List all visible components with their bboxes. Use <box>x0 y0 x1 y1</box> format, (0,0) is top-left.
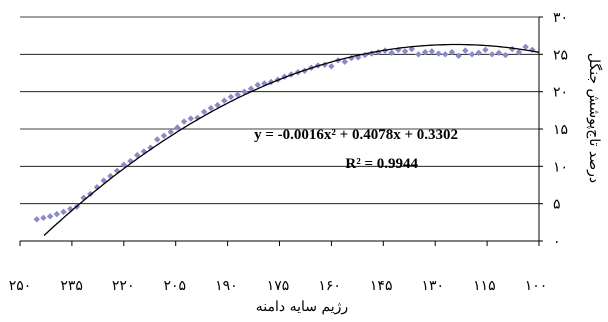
data-point <box>261 80 268 87</box>
data-point <box>509 45 516 53</box>
data-point <box>462 47 469 54</box>
data-point <box>80 194 87 201</box>
data-point <box>502 51 509 59</box>
data-point <box>180 118 188 125</box>
data-point <box>442 51 449 58</box>
data-point <box>495 49 503 57</box>
y-tick-label: ۵ <box>553 197 561 213</box>
data-point <box>455 52 462 60</box>
x-tick-label: ۱۷۵ <box>267 278 290 294</box>
data-point <box>254 81 261 89</box>
data-point <box>388 49 395 57</box>
data-point <box>328 63 335 70</box>
data-point <box>488 51 496 58</box>
data-point <box>167 128 174 136</box>
x-tick-label: ۱۴۵ <box>370 278 393 294</box>
data-point <box>207 104 215 112</box>
data-point <box>60 208 67 216</box>
data-point <box>482 46 489 54</box>
data-point <box>53 210 61 218</box>
data-point <box>375 48 382 56</box>
data-point <box>214 101 221 109</box>
x-tick-label: ۱۰۰ <box>525 278 548 294</box>
x-tick-labels: ۱۰۰ ۱۱۵ ۱۳۰ ۱۴۵ ۱۶۰ ۱۷۵ ۱۹۰ ۲۰۵ ۲۲۰ ۲۳۵ ۲۵۰ <box>9 278 548 294</box>
data-point <box>515 48 523 56</box>
data-point <box>200 108 208 116</box>
trendline-equation: y = -0.0016x² + 0.4078x + 0.3302 <box>254 127 458 143</box>
y-tick-label: ۰ <box>553 234 561 250</box>
data-point <box>281 73 288 80</box>
data-point <box>468 51 476 58</box>
data-point <box>234 91 241 98</box>
data-point <box>46 213 54 220</box>
x-tick-label: ۲۰۵ <box>164 278 187 294</box>
gridlines <box>20 16 539 205</box>
x-tick-label: ۲۳۵ <box>60 278 83 294</box>
data-point <box>428 48 436 55</box>
data-point <box>435 50 442 57</box>
data-point <box>140 148 148 155</box>
data-point <box>227 93 235 101</box>
x-tick-label: ۱۳۰ <box>422 278 445 294</box>
data-point <box>221 97 228 104</box>
y-tick-label: ۲۰ <box>553 85 568 101</box>
data-point <box>133 151 141 159</box>
data-point <box>321 61 328 68</box>
y-tick-label: ۲۵ <box>553 47 568 63</box>
x-tick-label: ۱۶۰ <box>318 278 341 294</box>
data-point <box>160 132 168 139</box>
y-tick-label: ۱۵ <box>553 122 568 138</box>
x-tick-label: ۲۵۰ <box>9 278 32 294</box>
data-point <box>40 214 47 222</box>
data-point <box>415 51 422 58</box>
data-point <box>107 172 114 180</box>
data-point <box>522 43 529 51</box>
trendline <box>43 43 540 236</box>
data-point <box>120 161 127 169</box>
y-tick-labels: ۰ ۵ ۱۰ ۱۵ ۲۰ ۲۵ ۳۰ <box>553 10 568 250</box>
axes <box>19 16 543 246</box>
x-axis-title: رژیم سایه دامنه <box>256 299 348 315</box>
r-squared-label: R² = 0.9944 <box>345 156 418 172</box>
data-point <box>341 58 348 65</box>
data-point <box>147 144 154 151</box>
data-point <box>241 88 248 95</box>
y-axis-title: درصد تاج‌پوشش جنگل <box>586 53 603 183</box>
data-point <box>448 48 456 56</box>
y-tick-label: ۳۰ <box>553 10 568 26</box>
data-point <box>187 115 194 122</box>
data-point <box>154 136 161 143</box>
x-tick-label: ۱۱۵ <box>473 278 496 294</box>
data-point <box>401 48 409 55</box>
y-tick-label: ۱۰ <box>553 159 568 175</box>
x-tick-label: ۲۲۰ <box>112 278 135 294</box>
data-point <box>475 49 482 57</box>
data-point <box>421 48 429 56</box>
data-point <box>174 124 181 131</box>
x-tick-label: ۱۹۰ <box>215 278 238 294</box>
data-point <box>33 216 40 223</box>
